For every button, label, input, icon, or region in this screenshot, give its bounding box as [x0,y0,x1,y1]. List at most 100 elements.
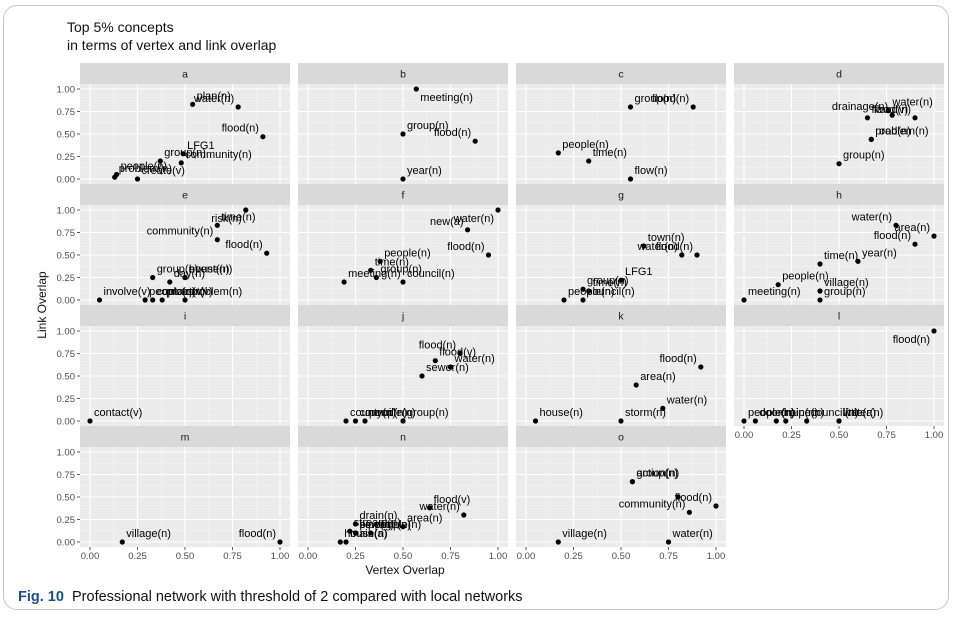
point-label: group(n) [380,264,422,276]
facet-strip-label: i [184,311,186,323]
point-label: flood(n) [893,334,930,346]
data-point [277,539,283,545]
data-point [912,115,918,121]
data-point [400,176,406,182]
point-label: water(n) [193,93,234,105]
point-label: group(n) [824,286,866,298]
point-label: council(n) [811,407,859,419]
y-tick-label: 0.00 [57,175,76,186]
point-label: new(a) [430,216,464,228]
point-label: people(n) [384,247,430,259]
data-point [931,233,937,239]
data-point [461,512,467,518]
data-point [713,503,719,509]
facet-strip [298,63,508,84]
point-label: time(n) [375,256,409,268]
data-point [773,418,779,424]
x-tick-label: 0.25 [346,551,365,562]
data-point [264,250,270,256]
data-point [618,418,624,424]
data-point [134,176,141,182]
point-label: water(n) [454,353,495,365]
data-point [352,418,359,424]
point-label: LFG1 [187,140,215,152]
data-point [235,104,241,110]
point-label: group(n) [407,407,449,419]
point-label: flood(n) [660,353,697,365]
point-label: storm(n) [625,407,666,419]
data-point [555,539,561,545]
point-label: flood(n) [225,239,262,251]
point-label: flood(n) [239,528,276,540]
point-label: event(n) [189,264,229,276]
data-point [347,528,353,534]
point-label: contact(v) [157,286,205,298]
point-label: flood(n) [656,241,693,253]
facet-strip-label: m [181,432,190,444]
point-label: sewer(n) [426,362,469,374]
point-label: protect(v) [166,286,212,298]
data-point [368,530,374,536]
y-tick-label: 0.50 [57,251,76,262]
point-label: water(n) [666,394,707,406]
data-point [472,138,478,144]
data-point [690,104,696,110]
data-point [561,297,567,303]
x-tick-label: 1.00 [489,551,508,562]
data-point [182,274,188,281]
point-label: problem(n) [189,286,242,298]
facet-strip [80,63,290,84]
data-point [87,418,93,424]
y-tick-label: 0.00 [57,296,76,307]
caption-label: Fig. 10 [18,589,64,605]
data-point [931,328,937,334]
point-label: people(n) [562,139,608,151]
point-label: water(n) [842,407,883,419]
x-tick-label: 0.50 [612,551,631,562]
point-label: people(n) [748,407,794,419]
facet-strip [516,63,726,84]
data-point [675,494,681,500]
point-label: create(v) [142,165,185,177]
facet-strip-label: l [838,311,840,323]
y-tick-label: 0.50 [57,130,76,141]
y-tick-label: 0.25 [57,394,76,405]
x-tick-label: 0.50 [830,430,849,441]
facet-strip-label: g [618,190,624,202]
x-tick-label: 0.50 [394,551,413,562]
facet-strip [516,305,726,326]
data-point [694,252,700,258]
data-point [119,539,125,545]
x-tick-label: 0.75 [659,551,678,562]
point-label: flood(n) [874,104,911,116]
data-point [142,297,148,303]
data-point [150,297,156,303]
point-label: flood(v) [434,494,471,506]
point-label: road(n) [875,125,910,137]
facet-strip-label: a [182,69,188,81]
point-label: flood(n) [434,127,471,139]
point-label: flow(n) [635,165,668,177]
data-point [885,108,892,114]
data-point [337,539,343,545]
data-point [741,418,747,424]
data-point [457,350,463,357]
facet-strip [80,305,290,326]
x-tick-label: 0.00 [517,551,536,562]
data-point [912,241,918,247]
point-label: involve(v) [104,286,151,298]
data-point [427,505,433,511]
figure-caption: Fig. 10 Professional network with thresh… [18,589,523,605]
y-axis-title: Link Overlap [35,271,49,339]
point-label: flood(n) [419,340,456,352]
facet-strip [734,305,944,326]
data-point [580,297,586,303]
point-label: day(n) [174,268,205,280]
point-label: people(n) [149,286,195,298]
data-point [698,364,704,370]
point-label: flood(n) [874,230,911,242]
y-tick-label: 0.50 [57,493,76,504]
point-label: problem(n) [875,125,928,137]
point-label: people(n) [121,161,167,173]
